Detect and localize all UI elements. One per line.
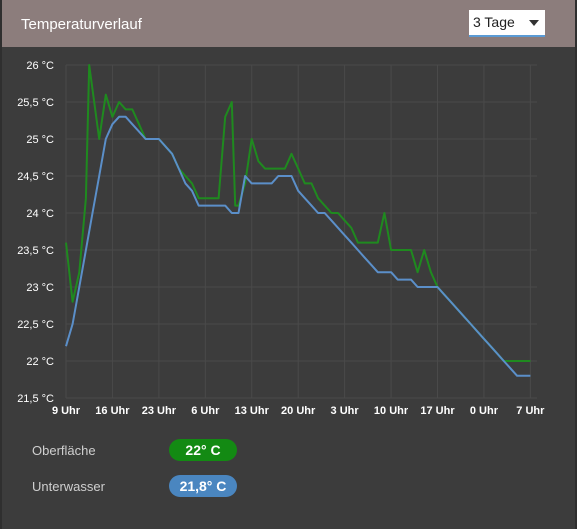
series-line-underwater [65, 115, 531, 377]
legend-label-underwater: Unterwasser [32, 479, 105, 494]
panel-header: Temperaturverlauf 3 Tage [2, 0, 575, 47]
surface-value-badge: 22° C [169, 439, 237, 461]
y-tick-label: 23,5 °C [17, 245, 54, 257]
temperature-chart: 21,5 °C 22 °C 22,5 °C 23 °C 23,5 °C 24 °C 24,5… [17, 60, 545, 417]
x-tick-label: 3 Uhr [331, 405, 360, 417]
x-tick-label: 10 Uhr [374, 405, 409, 417]
x-tick-label: 9 Uhr [52, 405, 81, 417]
chevron-down-icon [529, 20, 539, 26]
y-tick-label: 22,5 °C [17, 319, 54, 331]
x-tick-label: 23 Uhr [142, 405, 177, 417]
underwater-value-badge: 21,8° C [169, 475, 237, 497]
time-range-value: 3 Tage [473, 14, 515, 30]
x-tick-label: 0 Uhr [470, 405, 499, 417]
y-tick-label: 26 °C [26, 60, 54, 72]
x-tick-label: 6 Uhr [191, 405, 220, 417]
panel-title: Temperaturverlauf [21, 16, 142, 33]
y-tick-label: 21,5 °C [17, 393, 54, 405]
y-tick-label: 24 °C [26, 208, 54, 220]
y-tick-label: 22 °C [26, 356, 54, 368]
y-tick-label: 25 °C [26, 134, 54, 146]
time-range-select[interactable]: 3 Tage [469, 10, 545, 37]
x-tick-label: 17 Uhr [420, 405, 455, 417]
y-tick-label: 23 °C [26, 282, 54, 294]
legend-label-surface: Oberfläche [32, 443, 96, 458]
x-tick-label: 7 Uhr [516, 405, 545, 417]
x-tick-label: 13 Uhr [235, 405, 270, 417]
x-tick-label: 20 Uhr [281, 405, 316, 417]
x-tick-label: 16 Uhr [95, 405, 130, 417]
y-tick-label: 24,5 °C [17, 171, 54, 183]
y-tick-label: 25,5 °C [17, 97, 54, 109]
